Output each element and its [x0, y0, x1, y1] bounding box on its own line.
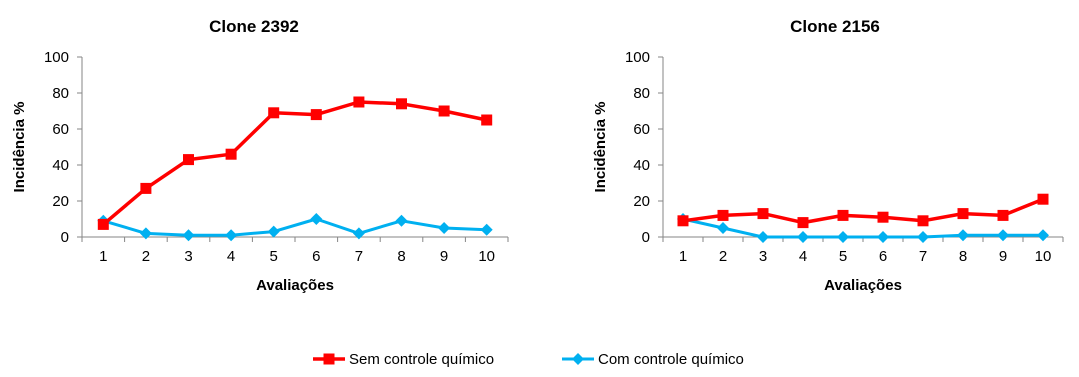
x-tick-label: 9 [999, 248, 1007, 265]
legend-item-1: Sem controle químico [313, 351, 494, 368]
series-1 [677, 193, 1049, 229]
data-point [1037, 229, 1049, 242]
data-point [957, 229, 969, 242]
x-tick-label: 10 [478, 248, 495, 265]
data-point [310, 213, 323, 225]
data-point [396, 98, 407, 110]
x-tick-label: 3 [759, 248, 767, 265]
y-tick-label: 0 [61, 229, 69, 246]
data-point [797, 217, 809, 229]
series-line [102, 100, 488, 226]
data-point [353, 96, 365, 108]
data-point [757, 208, 769, 220]
series-line [682, 197, 1044, 225]
y-axis-label: Incidência % [592, 102, 609, 193]
x-tick-label: 5 [839, 248, 847, 265]
y-tick-label: 20 [633, 193, 650, 210]
y-tick-label: 100 [625, 49, 650, 66]
x-tick-label: 8 [397, 248, 405, 265]
x-tick-label: 1 [99, 248, 107, 265]
data-point [917, 215, 929, 227]
legend-item-2: Com controle químico [562, 351, 744, 368]
x-tick-label: 10 [1035, 248, 1052, 265]
data-point [677, 215, 689, 227]
chart-title: Clone 2156 [790, 17, 880, 36]
data-point [139, 227, 152, 240]
data-point [395, 214, 408, 227]
x-tick-label: 2 [142, 248, 150, 265]
chart-title: Clone 2392 [209, 17, 299, 36]
series-line [102, 217, 487, 237]
legend-label: Com controle químico [598, 351, 744, 368]
chart-panel-1: Clone 2392 0 20 40 60 80 100 1 2 3 4 5 6 7 8 9 10 Avaliaç… [11, 17, 509, 294]
series-1 [97, 96, 493, 230]
y-tick-label: 80 [633, 85, 650, 102]
data-point [717, 222, 729, 234]
data-point [225, 148, 237, 160]
x-tick-label: 7 [919, 248, 927, 265]
series-2 [677, 213, 1049, 243]
x-tick-label: 9 [440, 248, 448, 265]
x-tick-label: 3 [184, 248, 192, 265]
y-axis-label: Incidência % [11, 102, 28, 193]
data-point [957, 208, 969, 220]
legend-marker [323, 353, 335, 365]
data-point [225, 229, 238, 242]
legend: Sem controle químico Com controle químico [313, 351, 744, 368]
data-point [757, 231, 769, 243]
data-point [438, 222, 451, 234]
x-tick-label: 4 [799, 248, 807, 265]
y-tick-label: 40 [633, 157, 650, 174]
x-tick-label: 4 [227, 248, 235, 265]
y-tick-label: 100 [44, 49, 69, 66]
y-tick-label: 60 [52, 121, 69, 138]
data-point [877, 231, 889, 243]
data-point [438, 105, 450, 117]
data-point [352, 227, 365, 240]
series-line [682, 217, 1043, 239]
legend-marker [572, 353, 584, 365]
data-point [1037, 193, 1049, 205]
data-point [268, 107, 280, 119]
data-point [717, 209, 729, 221]
chart-panel-2: Clone 2156 0 20 40 60 80 100 1 2 3 4 5 6 7 8 9 10 Avaliaç… [592, 17, 1064, 294]
x-axis-label: Avaliações [824, 277, 902, 294]
data-point [997, 229, 1009, 242]
data-point [267, 225, 280, 238]
data-point [877, 211, 889, 223]
data-point [481, 114, 493, 126]
data-point [310, 109, 322, 121]
data-point [183, 154, 194, 166]
data-point [140, 182, 152, 194]
y-tick-label: 0 [642, 229, 650, 246]
data-point [182, 229, 195, 242]
series-2 [97, 213, 493, 242]
legend-label: Sem controle químico [349, 351, 494, 368]
y-tick-label: 80 [52, 85, 69, 102]
y-tick-label: 60 [633, 121, 650, 138]
y-tick-label: 20 [52, 193, 69, 210]
x-axis-label: Avaliações [256, 277, 334, 294]
x-tick-label: 8 [959, 248, 967, 265]
x-tick-label: 2 [719, 248, 727, 265]
data-point [837, 231, 849, 243]
data-point [837, 209, 849, 221]
x-tick-label: 5 [270, 248, 278, 265]
data-point [997, 209, 1009, 221]
data-point [797, 231, 809, 243]
x-tick-label: 6 [879, 248, 887, 265]
x-tick-label: 7 [355, 248, 363, 265]
data-point [97, 218, 109, 230]
data-point [917, 231, 929, 243]
data-point [480, 223, 493, 236]
x-tick-label: 6 [312, 248, 320, 265]
y-tick-label: 40 [52, 157, 69, 174]
x-tick-label: 1 [679, 248, 687, 265]
